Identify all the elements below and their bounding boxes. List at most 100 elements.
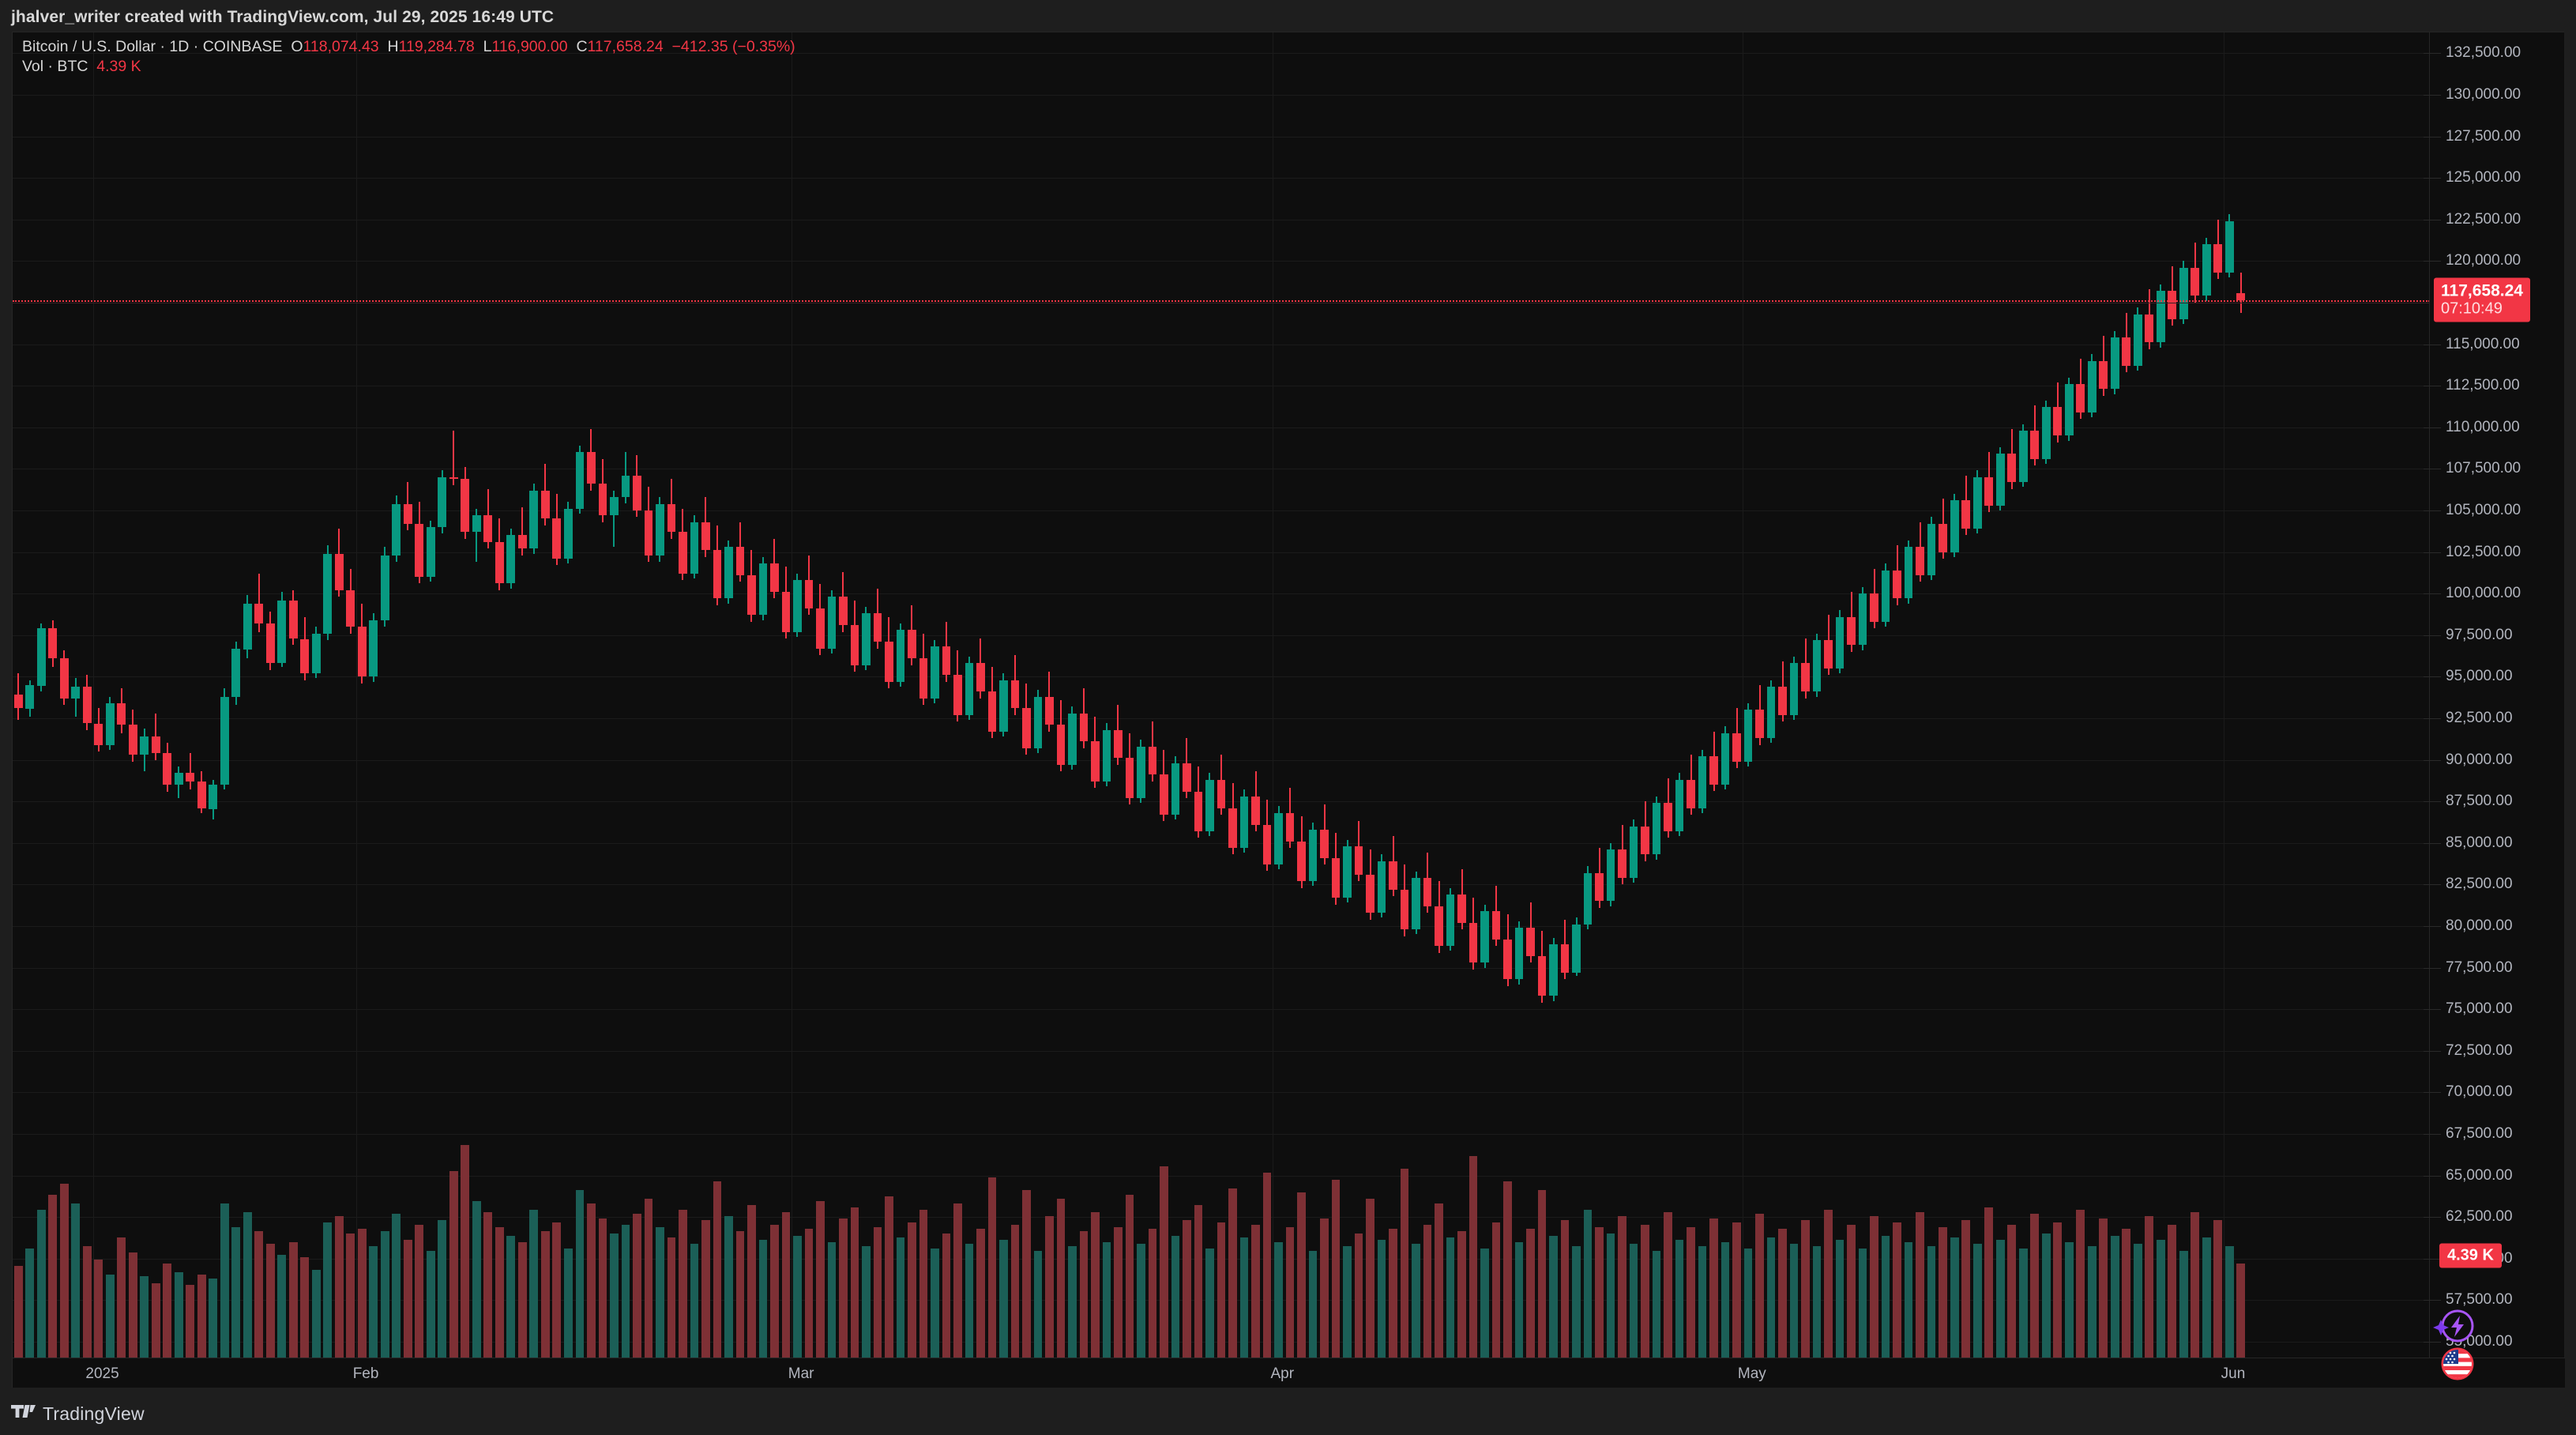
volume-bar: [885, 1196, 893, 1358]
candle-body: [2110, 337, 2119, 390]
volume-bar: [1400, 1169, 1409, 1358]
price-tick-dash: [2424, 261, 2441, 262]
time-axis[interactable]: 2025FebMarAprMayJunJul: [13, 1358, 2565, 1388]
candle-body: [346, 589, 355, 627]
candle-body: [529, 490, 539, 549]
volume-bar: [1950, 1237, 1959, 1358]
candle-body: [552, 518, 562, 559]
candle-body: [1664, 803, 1672, 831]
price-axis-tick: 80,000.00: [2424, 917, 2513, 935]
volume-bar: [987, 1177, 997, 1358]
candle-body: [209, 785, 218, 809]
volume-bar: [2236, 1264, 2246, 1358]
volume-bar: [2018, 1248, 2028, 1358]
candle-body: [701, 522, 710, 551]
volume-bar: [1285, 1226, 1295, 1358]
gridline-h: [13, 94, 2430, 96]
candle-body: [1743, 710, 1753, 762]
volume-bar: [667, 1237, 676, 1358]
gridline-h: [13, 510, 2430, 511]
candle-body: [415, 523, 424, 578]
legend-symbol[interactable]: Bitcoin / U.S. Dollar: [22, 38, 156, 55]
legend-interval[interactable]: 1D: [169, 38, 190, 55]
candle-body: [369, 620, 378, 677]
candle-body: [1446, 894, 1455, 947]
candle-body: [2018, 430, 2028, 483]
tradingview-footer-logo[interactable]: TradingView: [11, 1403, 145, 1425]
volume-bar: [1652, 1250, 1661, 1358]
volume-bar: [323, 1222, 333, 1358]
volume-bar: [1469, 1155, 1478, 1358]
volume-bar: [2213, 1220, 2223, 1358]
chart-legend[interactable]: Bitcoin / U.S. Dollar · 1D · COINBASE O1…: [22, 37, 795, 77]
price-axis-tick: 72,500.00: [2424, 1042, 2513, 1060]
volume-bar: [1331, 1179, 1341, 1358]
price-axis-tick: 132,500.00: [2424, 44, 2521, 62]
volume-bar: [1491, 1222, 1501, 1358]
price-tick-dash: [2424, 884, 2441, 886]
candle-body: [1870, 593, 1878, 622]
candle-body: [1698, 756, 1707, 808]
volume-bar: [1778, 1229, 1787, 1358]
us-flag-icon[interactable]: [2441, 1347, 2474, 1384]
candle-body: [1881, 570, 1890, 622]
candle-body: [449, 476, 458, 479]
volume-bar: [1893, 1222, 1901, 1358]
candle-body: [724, 547, 733, 599]
volume-bar: [1801, 1220, 1810, 1358]
price-tick-dash: [2424, 967, 2441, 969]
chart-frame: Bitcoin / U.S. Dollar · 1D · COINBASE O1…: [12, 32, 2565, 1388]
legend-close-value: 117,658.24: [587, 38, 664, 55]
legend-sep-2: ·: [189, 38, 203, 55]
candle-body: [793, 580, 802, 632]
attribution-text: jhalver_writer created with TradingView.…: [11, 8, 555, 26]
price-axis[interactable]: 117,658.24 07:10:49 4.39 K: [2424, 32, 2564, 1380]
current-price-badge[interactable]: 117,658.24 07:10:49: [2434, 277, 2530, 323]
candle-body: [117, 702, 126, 725]
volume-bar: [461, 1145, 470, 1358]
candle-body: [1560, 944, 1570, 973]
gridline-h: [13, 1175, 2430, 1177]
candle-body: [1675, 779, 1684, 831]
volume-badge[interactable]: 4.39 K: [2439, 1243, 2502, 1268]
volume-bar: [1377, 1240, 1386, 1358]
volume-bar: [506, 1235, 516, 1358]
volume-bar: [300, 1256, 310, 1358]
volume-bar: [839, 1218, 848, 1358]
volume-bar: [495, 1226, 504, 1358]
volume-bar: [2030, 1214, 2040, 1358]
candle-body: [575, 452, 585, 509]
volume-bar: [1435, 1203, 1443, 1358]
candle-body: [999, 680, 1008, 732]
price-tick-dash: [2424, 635, 2441, 636]
current-price-value: 117,658.24: [2441, 281, 2523, 300]
candle-body: [1618, 849, 1626, 878]
volume-bar: [13, 1265, 23, 1358]
price-axis-tick: 115,000.00: [2424, 336, 2520, 353]
candle-wick: [258, 573, 260, 632]
candle-body: [2156, 291, 2165, 343]
candle-body: [1491, 911, 1501, 940]
candle-body: [1320, 829, 1329, 858]
volume-bar: [953, 1203, 962, 1358]
candle-body: [2168, 291, 2177, 319]
volume-bar: [1904, 1241, 1913, 1358]
candle-body: [2030, 430, 2040, 459]
volume-bar: [1870, 1216, 1878, 1358]
plot-area[interactable]: [13, 32, 2430, 1358]
volume-bar: [1766, 1237, 1776, 1358]
candle-body: [1285, 812, 1295, 842]
candle-body: [1412, 877, 1420, 930]
candle-body: [908, 630, 916, 659]
legend-high-value: 119,284.78: [398, 38, 475, 55]
legend-open-label: O: [291, 38, 303, 55]
candle-body: [1183, 763, 1191, 792]
candle-body: [1354, 846, 1363, 875]
lightning-sparkle-icon[interactable]: [2431, 1309, 2474, 1349]
candle-body: [644, 510, 653, 556]
volume-bar: [1274, 1241, 1283, 1358]
legend-volume-label[interactable]: Vol · BTC: [22, 58, 88, 75]
candle-body: [1583, 872, 1593, 925]
candle-body: [1400, 889, 1409, 930]
